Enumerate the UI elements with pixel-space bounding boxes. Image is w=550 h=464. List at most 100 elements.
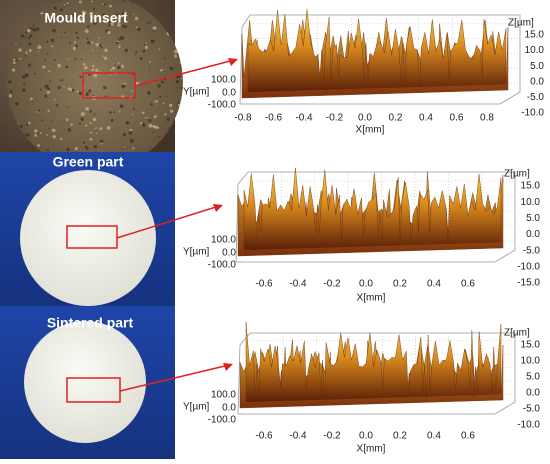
x-tick-label: -0.4 — [289, 279, 307, 290]
texture-dot — [123, 84, 126, 87]
x-tick-label: 0.8 — [480, 113, 494, 124]
texture-dot — [154, 125, 157, 128]
x-tick-label: 0.0 — [359, 279, 373, 290]
texture-dot — [22, 88, 26, 92]
texture-dot — [74, 41, 76, 43]
z-axis-label: Z[µm] — [508, 18, 534, 29]
texture-dot — [111, 119, 114, 122]
texture-dot — [38, 45, 42, 49]
texture-dot — [87, 38, 89, 40]
z-tick-label: -10.0 — [517, 420, 540, 431]
texture-dot — [99, 71, 101, 73]
texture-dot — [177, 17, 180, 20]
texture-dot — [170, 109, 173, 112]
texture-dot — [102, 3, 104, 5]
texture-dot — [42, 65, 45, 68]
texture-dot — [119, 110, 121, 112]
texture-dot — [118, 46, 120, 48]
texture-dot — [16, 60, 18, 62]
texture-dot — [87, 41, 90, 44]
texture-dot — [181, 109, 184, 112]
texture-dot — [74, 58, 76, 60]
texture-dot — [51, 45, 53, 47]
surface-plot: -0.6-0.4-0.20.00.20.40.6X[mm]Z[µm]15.010… — [183, 168, 540, 304]
texture-dot — [81, 112, 85, 116]
x-axis-label: X[mm] — [357, 293, 386, 304]
texture-dot — [26, 133, 30, 137]
z-tick-label: 0.0 — [526, 388, 540, 399]
texture-dot — [182, 3, 185, 6]
x-tick-label: -0.2 — [326, 113, 344, 124]
z-tick-label: 5.0 — [530, 61, 544, 72]
texture-dot — [64, 32, 66, 34]
texture-dot — [84, 66, 87, 69]
texture-dot — [40, 89, 42, 91]
texture-dot — [116, 42, 118, 44]
texture-dot — [180, 0, 181, 1]
x-tick-label: 0.4 — [427, 431, 441, 442]
texture-dot — [28, 122, 31, 125]
texture-dot — [120, 36, 124, 40]
texture-dot — [10, 90, 13, 93]
texture-dot — [135, 17, 138, 20]
z-tick-label: -10.0 — [521, 108, 544, 119]
texture-dot — [79, 76, 81, 78]
texture-dot — [164, 113, 166, 115]
x-axis-label: X[mm] — [357, 444, 386, 455]
texture-dot — [13, 61, 16, 64]
x-tick-label: 0.6 — [450, 113, 464, 124]
texture-dot — [73, 47, 77, 51]
photo-green — [0, 152, 175, 306]
x-tick-label: -0.8 — [234, 113, 252, 124]
texture-dot — [75, 45, 78, 48]
texture-dot — [157, 84, 160, 87]
texture-dot — [151, 39, 155, 43]
z-tick-label: -5.0 — [523, 404, 541, 415]
texture-dot — [48, 70, 50, 72]
texture-dot — [112, 67, 115, 70]
z-axis-label: Z[µm] — [504, 169, 530, 180]
texture-dot — [104, 57, 107, 60]
texture-dot — [177, 134, 181, 138]
panel-label: Sintered part — [47, 315, 134, 331]
texture-dot — [153, 26, 157, 30]
texture-dot — [52, 120, 53, 121]
texture-dot — [93, 118, 96, 121]
x-tick-label: 0.4 — [427, 279, 441, 290]
texture-dot — [49, 128, 50, 129]
texture-dot — [22, 75, 25, 78]
texture-dot — [182, 158, 185, 161]
texture-dot — [9, 94, 12, 97]
texture-dot — [180, 108, 183, 111]
texture-dot — [90, 70, 91, 71]
texture-dot — [131, 90, 132, 91]
texture-dot — [64, 4, 65, 5]
texture-dot — [47, 110, 49, 112]
texture-dot — [140, 57, 143, 60]
x-tick-label: 0.4 — [419, 113, 433, 124]
texture-dot — [145, 117, 147, 119]
y-tick-label: -100.0 — [208, 100, 237, 111]
texture-dot — [68, 128, 71, 131]
texture-dot — [34, 129, 37, 132]
texture-dot — [93, 95, 95, 97]
texture-dot — [75, 147, 78, 150]
texture-dot — [85, 29, 89, 33]
texture-dot — [56, 104, 59, 107]
texture-dot — [83, 63, 86, 66]
texture-dot — [69, 42, 71, 44]
texture-dot — [148, 119, 151, 122]
y-tick-label: 100.0 — [211, 75, 236, 86]
texture-dot — [122, 1, 123, 2]
texture-dot — [85, 107, 88, 110]
texture-dot — [60, 79, 62, 81]
texture-dot — [165, 96, 166, 97]
z-tick-label: 10.0 — [521, 356, 541, 367]
texture-dot — [148, 124, 149, 125]
texture-dot — [107, 96, 108, 97]
texture-dot — [23, 83, 25, 85]
texture-dot — [25, 37, 27, 39]
texture-dot — [110, 74, 111, 75]
texture-dot — [54, 59, 56, 61]
texture-dot — [91, 1, 93, 3]
